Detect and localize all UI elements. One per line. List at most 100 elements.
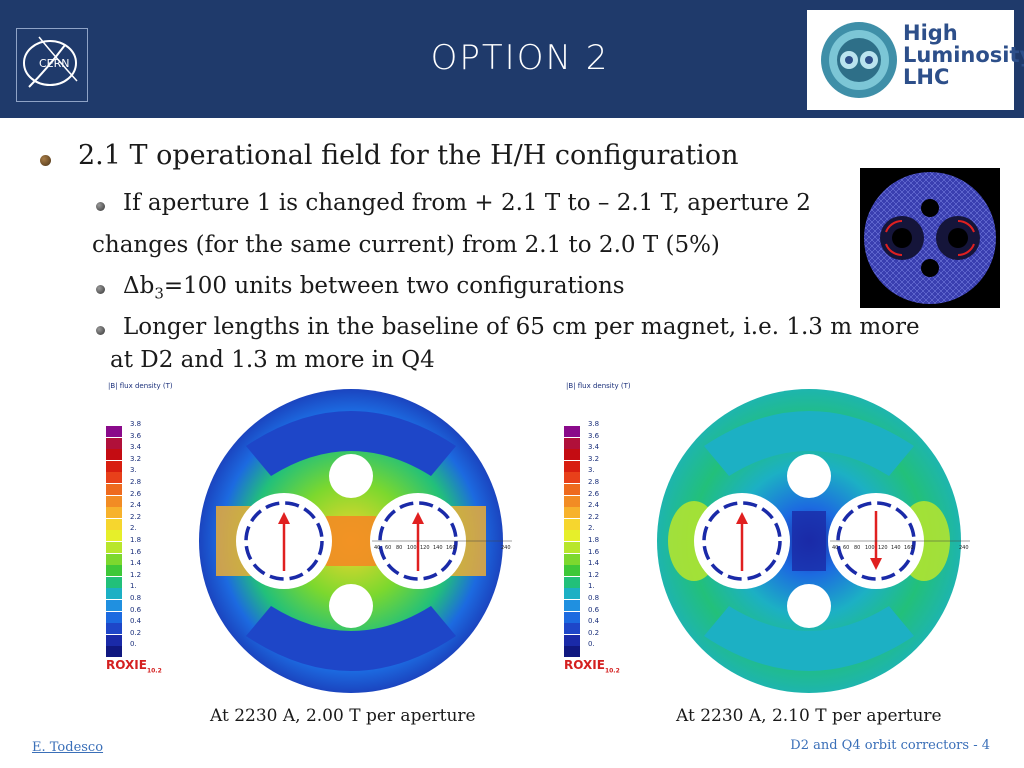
scale-tick: 1.6 xyxy=(588,547,600,556)
axis-tick: 120 xyxy=(878,545,888,551)
axis-tick: 140 xyxy=(433,545,443,551)
roxie-logo: ROXIE10.2 xyxy=(564,658,620,675)
scale-tick: 3.2 xyxy=(130,454,142,463)
scale-swatch xyxy=(106,646,122,658)
flux-density-map-left: |B| flux density (T) 3.8 3.6 3.4 3.2 3. … xyxy=(100,378,520,696)
scale-swatch xyxy=(106,553,122,565)
scale-tick: 3.2 xyxy=(588,454,600,463)
scale-swatch xyxy=(106,460,122,472)
scale-swatch xyxy=(564,553,580,565)
scale-swatch xyxy=(564,600,580,611)
scale-tick: 3.8 xyxy=(588,420,600,428)
scale-tick: 0.4 xyxy=(588,617,600,626)
bullet-dot-sub xyxy=(96,326,105,335)
scale-tick: 2. xyxy=(130,524,137,533)
caption-left: At 2230 A, 2.00 T per aperture xyxy=(210,706,476,726)
scale-tick: 3.6 xyxy=(588,431,600,440)
scale-tick: 3.8 xyxy=(130,420,142,428)
axis-tick: 100 xyxy=(865,545,875,551)
axis-tick: 160 xyxy=(446,545,456,551)
bullet-dot-sub xyxy=(96,202,105,211)
scale-swatch xyxy=(564,542,580,553)
scale-swatch xyxy=(106,518,122,530)
legend-title: |B| flux density (T) xyxy=(108,382,173,390)
scale-tick: 2.2 xyxy=(588,512,600,521)
axis-tick: 80 xyxy=(396,545,402,551)
scale-tick: 1.8 xyxy=(588,536,600,544)
scale-swatch xyxy=(564,449,580,461)
axis-tick: 100 xyxy=(407,545,417,551)
scale-tick: 2.8 xyxy=(130,478,142,486)
scale-swatch xyxy=(564,518,580,530)
legend-title: |B| flux density (T) xyxy=(566,382,631,390)
scale-tick: 3.6 xyxy=(130,431,142,440)
scale-swatch xyxy=(106,530,122,542)
scale-swatch xyxy=(106,611,122,623)
scale-swatch xyxy=(564,460,580,472)
axis-tick: 160 xyxy=(904,545,914,551)
axis-tick: 140 xyxy=(891,545,901,551)
scale-swatch xyxy=(106,634,122,646)
hl-lhc-logo: High Luminosity LHC xyxy=(807,10,1024,110)
bullet-sub2: Δb3=100 units between two configurations xyxy=(123,273,625,303)
cern-logo-graphic: CERN xyxy=(23,36,78,88)
axis-tick: 60 xyxy=(385,545,391,551)
scale-swatch xyxy=(106,542,122,553)
scale-swatch xyxy=(106,437,122,449)
scale-swatch xyxy=(564,495,580,507)
scale-swatch xyxy=(564,472,580,484)
scale-swatch xyxy=(564,530,580,542)
hl-lhc-wordmark: High Luminosity LHC xyxy=(903,21,1024,89)
bullet-main: 2.1 T operational field for the H/H conf… xyxy=(78,140,739,171)
scale-tick: 2.2 xyxy=(130,512,142,521)
axis-tick: 80 xyxy=(854,545,860,551)
bullet-sub1-continued: changes (for the same current) from 2.1 … xyxy=(92,232,720,258)
bullet-dot-sub xyxy=(96,285,105,294)
cern-logo-text: CERN xyxy=(39,57,70,70)
scale-swatch xyxy=(106,623,122,635)
scale-swatch xyxy=(564,588,580,600)
footer-author-link[interactable]: E. Todesco xyxy=(32,740,104,755)
bullet-dot-main xyxy=(40,155,51,166)
scale-tick: 2.4 xyxy=(588,501,600,510)
scale-tick: 0. xyxy=(588,640,595,649)
scale-tick: 3. xyxy=(588,466,595,475)
scale-tick: 3. xyxy=(130,466,137,475)
scale-swatch xyxy=(564,646,580,658)
header-band: CERN Option 2 High Luminosity LHC xyxy=(0,0,1024,118)
scale-swatch xyxy=(564,623,580,635)
scale-swatch xyxy=(106,588,122,600)
scale-swatch xyxy=(564,507,580,519)
scale-swatch xyxy=(106,449,122,461)
scale-tick: 3.4 xyxy=(130,443,142,452)
scale-tick: 1.2 xyxy=(130,570,142,579)
flux-map-left-plot: 40 60 80 100 120 140 160 240 xyxy=(196,386,520,696)
scale-tick: 0.6 xyxy=(130,605,142,614)
flux-map-right-plot: 40 60 80 100 120 140 160 240 xyxy=(654,386,978,696)
caption-right: At 2230 A, 2.10 T per aperture xyxy=(676,706,942,726)
scale-tick: 0. xyxy=(130,640,137,649)
scale-swatch xyxy=(564,437,580,449)
flux-density-map-right: |B| flux density (T) 3.8 3.6 3.4 3.2 3. … xyxy=(558,378,978,696)
scale-tick: 0.2 xyxy=(130,628,142,637)
footer-page-label: D2 and Q4 orbit correctors - 4 xyxy=(790,738,990,753)
hl-lhc-emblem xyxy=(821,22,897,98)
axis-tick: 40 xyxy=(832,545,838,551)
scale-swatch xyxy=(106,484,122,495)
bullet-sub3-line2: at D2 and 1.3 m more in Q4 xyxy=(110,347,435,373)
bullet-sub3-line1: Longer lengths in the baseline of 65 cm … xyxy=(123,314,920,340)
scale-swatch xyxy=(106,576,122,588)
scale-tick: 1.4 xyxy=(588,559,600,568)
scale-tick: 0.8 xyxy=(588,594,600,602)
scale-tick: 2.8 xyxy=(588,478,600,486)
scale-tick: 1. xyxy=(130,582,137,591)
magnet-cross-section-thumbnail xyxy=(860,168,1000,308)
axis-tick-end: 240 xyxy=(501,545,511,551)
scale-tick: 0.6 xyxy=(588,605,600,614)
scale-tick: 0.2 xyxy=(588,628,600,637)
bullet-sub1: If aperture 1 is changed from + 2.1 T to… xyxy=(123,190,811,216)
scale-swatch xyxy=(106,495,122,507)
axis-tick-end: 240 xyxy=(959,545,969,551)
scale-swatch xyxy=(564,484,580,495)
scale-tick: 2.4 xyxy=(130,501,142,510)
